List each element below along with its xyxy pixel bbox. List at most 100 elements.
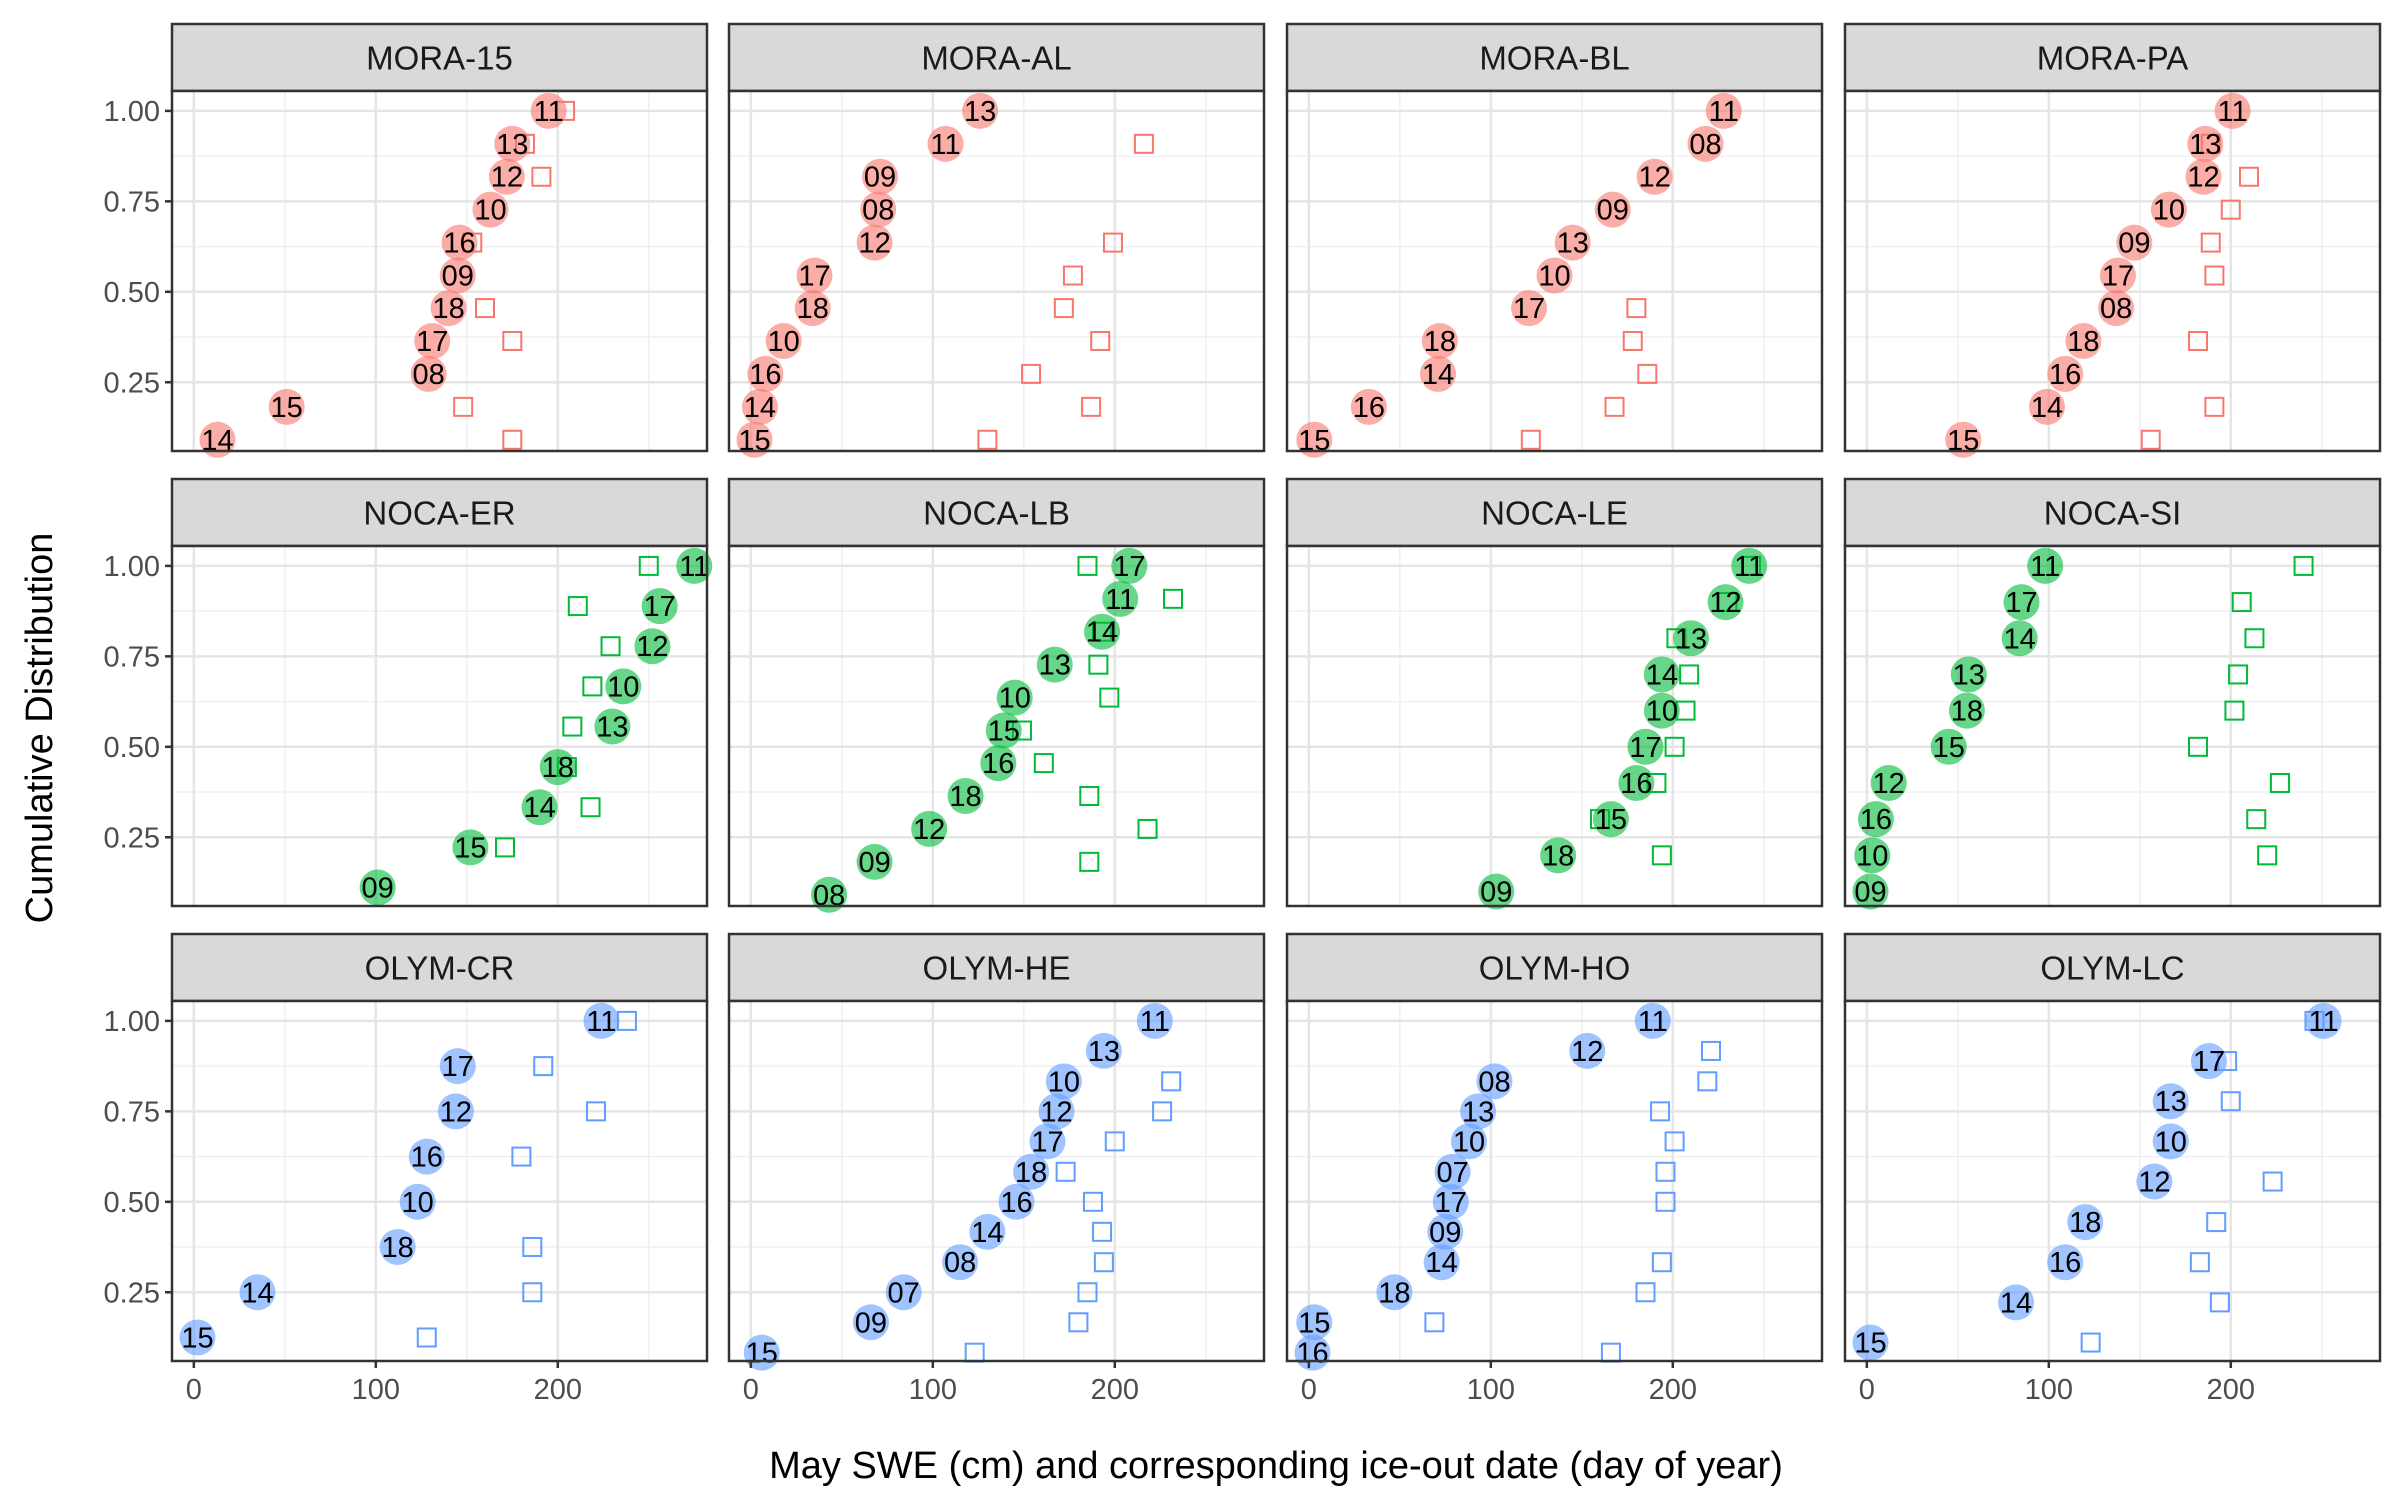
- point-year-label: 09: [864, 162, 896, 194]
- swe-point: [1102, 580, 1139, 617]
- point-year-label: 17: [644, 591, 676, 623]
- ice-out-point: [567, 596, 588, 617]
- swe-point: [488, 158, 525, 195]
- point-year-label: 09: [442, 261, 474, 293]
- swe-point: [1569, 1032, 1606, 1069]
- swe-point: [1554, 224, 1591, 261]
- point-year-label: 17: [442, 1051, 474, 1083]
- swe-point: [379, 1229, 416, 1266]
- point-year-label: 13: [596, 712, 628, 744]
- facet-strip-label: OLYM-HO: [1479, 950, 1631, 987]
- ice-out-point: [522, 1282, 543, 1303]
- point-year-label: 16: [749, 359, 781, 391]
- ice-out-point: [1021, 363, 1042, 384]
- point-year-label: 11: [586, 1006, 616, 1038]
- panel-background: [1287, 1001, 1822, 1361]
- point-year-label: 09: [855, 1307, 887, 1339]
- swe-point: [539, 749, 576, 786]
- point-year-label: 16: [1353, 392, 1385, 424]
- panel-border: [1285, 89, 1824, 453]
- swe-point: [765, 323, 802, 360]
- ice-out-point: [1679, 664, 1700, 685]
- point-year-label: 11: [2030, 551, 2060, 583]
- point-year-label: 13: [1557, 228, 1589, 260]
- facet-strip: [170, 932, 709, 1003]
- point-year-label: 15: [1933, 732, 1965, 764]
- ice-out-point: [580, 797, 601, 818]
- swe-point: [1852, 1324, 1889, 1361]
- point-year-label: 09: [1480, 877, 1512, 909]
- point-year-label: 17: [1031, 1126, 1063, 1158]
- point-year-label: 13: [496, 129, 528, 161]
- ice-out-point: [2200, 232, 2221, 253]
- point-year-label: 08: [944, 1247, 976, 1279]
- point-year-label: 12: [1709, 587, 1741, 619]
- swe-point: [439, 257, 476, 294]
- swe-point: [408, 1138, 445, 1175]
- swe-point: [1350, 388, 1387, 425]
- ice-out-point: [638, 555, 659, 576]
- swe-point: [2067, 1204, 2104, 1241]
- swe-point: [2028, 388, 2065, 425]
- point-year-label: 11: [534, 96, 564, 128]
- ice-out-point: [502, 429, 523, 450]
- point-year-label: 18: [1015, 1157, 1047, 1189]
- point-year-label: 10: [2153, 195, 2185, 227]
- y-tick-label: 0.75: [104, 186, 160, 218]
- point-year-label: 15: [1298, 1307, 1330, 1339]
- point-year-label: 10: [1538, 261, 1570, 293]
- panel-background: [1845, 1001, 2380, 1361]
- point-year-label: 15: [1595, 804, 1627, 836]
- point-year-label: 13: [1953, 659, 1985, 691]
- ice-out-point: [1626, 298, 1647, 319]
- ice-out-point: [511, 1146, 532, 1167]
- ice-out-point: [1664, 1131, 1685, 1152]
- swe-point: [796, 257, 833, 294]
- point-year-label: 08: [1689, 129, 1721, 161]
- y-tick-label: 0.25: [104, 1277, 160, 1309]
- ice-out-point: [1697, 1071, 1718, 1092]
- ice-out-point: [2080, 1332, 2101, 1353]
- swe-point: [1634, 1002, 1671, 1039]
- swe-point: [1013, 1153, 1050, 1190]
- point-year-label: 18: [1951, 696, 1983, 728]
- point-year-label: 08: [1478, 1066, 1510, 1098]
- swe-point: [911, 810, 948, 847]
- point-year-label: 14: [1086, 617, 1118, 649]
- swe-point: [2185, 158, 2222, 195]
- ice-out-point: [2224, 700, 2245, 721]
- facet-strip: [1285, 932, 1824, 1003]
- point-year-label: 18: [1378, 1277, 1410, 1309]
- x-tick-label: 100: [2025, 1374, 2073, 1406]
- ice-out-point: [2204, 396, 2225, 417]
- point-year-label: 11: [2309, 1006, 2339, 1038]
- x-tick-label: 100: [352, 1374, 400, 1406]
- ice-out-point: [533, 1056, 554, 1077]
- swe-point: [1636, 158, 1673, 195]
- ice-out-point: [1424, 1312, 1445, 1333]
- swe-point: [1592, 801, 1629, 838]
- point-year-label: 13: [1039, 650, 1071, 682]
- point-year-label: 09: [361, 873, 393, 905]
- ice-out-point: [1161, 1071, 1182, 1092]
- point-year-label: 16: [1296, 1338, 1328, 1370]
- ice-out-point: [2269, 772, 2290, 793]
- swe-point: [856, 224, 893, 261]
- swe-point: [969, 1213, 1006, 1250]
- swe-point: [2098, 290, 2135, 327]
- facet-strip-label: MORA-15: [366, 40, 513, 77]
- swe-point: [1731, 547, 1768, 584]
- point-year-label: 15: [181, 1322, 213, 1354]
- point-year-label: 16: [2049, 1247, 2081, 1279]
- ice-out-point: [1093, 1252, 1114, 1273]
- point-year-label: 12: [2187, 162, 2219, 194]
- panels-layer: MORA-151113121016091817081514MORA-AL1311…: [170, 22, 2382, 1371]
- swe-point: [1111, 547, 1148, 584]
- ice-out-point: [1700, 1040, 1721, 1061]
- point-year-label: 08: [862, 195, 894, 227]
- point-year-label: 11: [1734, 551, 1764, 583]
- point-year-label: 15: [1854, 1328, 1886, 1360]
- point-year-label: 12: [2138, 1167, 2170, 1199]
